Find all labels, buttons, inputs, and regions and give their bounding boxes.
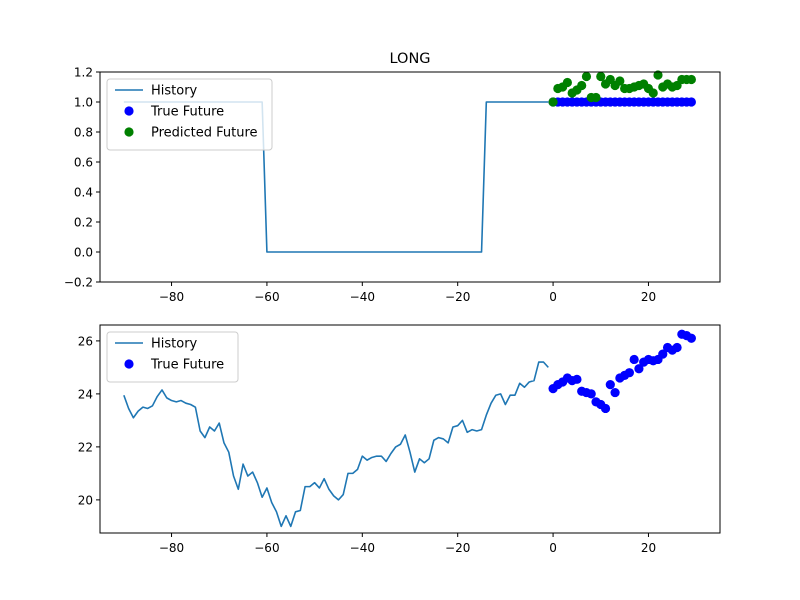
legend-box — [106, 331, 239, 383]
data-point-true-future — [605, 380, 615, 390]
data-point-predicted-future — [548, 97, 558, 107]
x-tick-label: −20 — [445, 290, 470, 304]
y-tick-label: −0.2 — [64, 276, 93, 290]
legend-label: History — [151, 84, 198, 99]
data-point-true-future — [610, 387, 620, 398]
data-point-predicted-future — [653, 70, 663, 80]
y-tick-label: 26 — [78, 334, 93, 348]
data-point-predicted-future — [615, 76, 625, 86]
y-tick-label: 24 — [78, 387, 93, 401]
data-point-predicted-future — [648, 88, 658, 98]
plot-area: −80 −60 −40 −20 0 20 −0.2 0.0 0.2 0.4 0.6 0.8 1.0 1.2… — [64, 66, 721, 304]
series-line-history — [123, 361, 549, 528]
legend-label: Predicted Future — [151, 126, 258, 141]
data-point-true-future — [629, 354, 639, 365]
x-tick-label: −80 — [159, 290, 184, 304]
x-tick-label: 20 — [641, 290, 656, 304]
y-tick-label: 0.8 — [74, 126, 93, 140]
y-tick-label: 1.2 — [74, 66, 93, 80]
data-point-predicted-future — [591, 92, 601, 103]
legend-label: History — [151, 337, 198, 352]
legend-label: True Future — [150, 358, 224, 373]
legend-box — [106, 78, 273, 151]
y-tick-label: 0.6 — [74, 156, 93, 170]
axes-frame — [99, 324, 721, 534]
x-tick-label: −60 — [254, 541, 279, 555]
data-point-predicted-future — [686, 74, 696, 85]
y-tick-label: 22 — [78, 440, 93, 454]
plot-area: −80 −60 −40 −20 0 20 20 22 24 26 History True Futur… — [78, 324, 721, 555]
data-point-true-future — [600, 403, 611, 414]
x-tick-label: 0 — [549, 290, 557, 304]
data-point-true-future — [686, 97, 696, 107]
data-point-predicted-future — [581, 71, 592, 82]
legend-label: True Future — [150, 105, 224, 120]
x-tick-label: −40 — [350, 541, 375, 555]
data-point-predicted-future — [562, 77, 572, 88]
data-point-true-future — [658, 349, 668, 359]
legend-swatch-marker — [124, 106, 134, 116]
chart-temperature: −80 −60 −40 −20 0 20 20 22 24 26 History True Futur… — [78, 324, 721, 555]
x-tick-label: 0 — [549, 541, 557, 555]
legend-swatch-marker — [124, 359, 134, 369]
chart-long: LONG −80 −60 −40 −20 0 20 −0.2 0.0 0.2 0.4 0.6 0.8 1… — [64, 51, 721, 304]
data-point-predicted-future — [596, 71, 606, 82]
data-point-predicted-future — [577, 80, 587, 91]
x-tick-label: −40 — [350, 290, 375, 304]
y-tick-label: 0.0 — [74, 246, 93, 260]
y-tick-label: 0.4 — [74, 186, 93, 200]
x-tick-label: −60 — [254, 290, 279, 304]
data-point-true-future — [672, 342, 682, 353]
y-tick-label: 0.2 — [74, 216, 93, 230]
data-point-true-future — [624, 368, 634, 378]
axes-frame — [99, 71, 721, 283]
data-point-true-future — [586, 389, 596, 399]
x-tick-label: −20 — [445, 541, 470, 555]
y-tick-label: 1.0 — [74, 96, 93, 110]
data-point-true-future — [634, 364, 644, 374]
data-point-true-future — [686, 333, 696, 343]
x-tick-label: −80 — [159, 541, 184, 555]
x-tick-label: 20 — [641, 541, 656, 555]
legend-swatch-marker — [124, 127, 134, 137]
data-point-true-future — [572, 374, 582, 384]
y-tick-label: 20 — [78, 493, 93, 507]
chart-title: LONG — [389, 51, 430, 67]
